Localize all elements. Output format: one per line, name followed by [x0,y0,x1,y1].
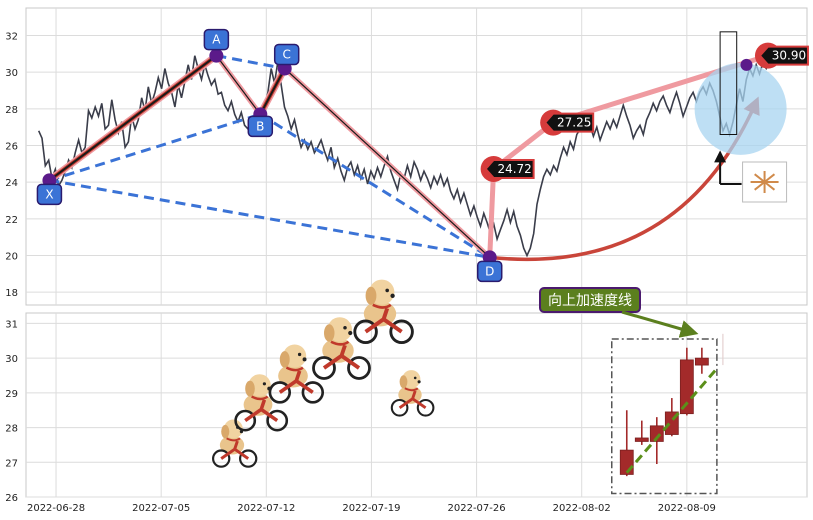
price-y-tick-label: 18 [5,288,18,299]
price-y-tick-label: 24 [5,178,18,189]
x-tick-label: 2022-07-05 [132,503,190,514]
pattern-label-A: A [212,33,221,47]
acceleration-trend-line [625,367,719,474]
pattern-label-B: B [256,119,264,133]
price-tag-label: 27.25 [557,116,591,130]
fireworks-spark [754,181,766,191]
pattern-leg-XA [48,54,217,182]
candlestick-panel: 2022-06-28 2022-07-05 2022-07-12 2022-07-19… [5,312,808,514]
candle-body [679,359,694,415]
pattern-dashed-line-AC [216,54,285,70]
x-tick-label: 2022-07-19 [342,503,400,514]
price-y-tick-label: 28 [5,105,18,116]
projection-path [487,53,769,258]
pattern-leg-BC [259,68,286,115]
price-series-line [37,55,774,258]
price-y-tick-label: 32 [5,32,18,43]
highlight-circle [694,62,787,155]
price-y-tick-label: 22 [5,215,18,226]
price-tag-label: 30.90 [772,49,806,63]
pattern-label-box-D [476,260,503,283]
x-tick-label: 2022-07-26 [448,503,506,514]
pattern-label-box-B [247,115,274,138]
candle-y-tick-label: 28 [5,424,18,435]
pattern-leg-CD [284,68,491,258]
fireworks-spark [763,181,776,191]
x-tick-label: 2022-06-28 [27,503,85,514]
acceleration-label-arrow [621,310,699,338]
acceleration-label: 向上加速度线 [548,293,632,309]
candle-body [649,425,664,442]
pattern-label-box-X [36,183,63,206]
pattern-point-A [209,48,224,63]
pattern-dashed-line-BD [259,113,491,259]
pattern-dashed-line-XD [49,178,490,259]
price-tag-label: 24.72 [497,162,531,176]
candle-y-tick-label: 29 [5,389,18,400]
price-tag-box [543,112,595,133]
candle-body [634,437,649,442]
fireworks-spark [754,173,766,183]
price-y-tick-label: 26 [5,142,18,153]
x-tick-label: 2022-07-12 [237,503,295,514]
range-box [719,31,738,135]
x-tick-label: 2022-08-02 [553,503,611,514]
price-tag-box [484,158,535,179]
candle-y-tick-label: 27 [5,458,18,469]
price-panel: 18 20 22 24 26 28 30 32 X A B C D 24.72 27.25 30.90 [5,7,809,306]
pattern-label-C: C [283,48,291,62]
price-tag-box [758,45,809,66]
price-y-tick-label: 30 [5,68,18,79]
pattern-label-box-A [203,28,230,51]
candle-plot-area [25,312,808,498]
pattern-label-X: X [45,187,53,201]
fireworks-spark [763,173,776,183]
candle-y-tick-label: 31 [5,319,18,330]
pattern-label-D: D [485,264,494,278]
x-tick-label: 2022-08-09 [658,503,716,514]
end-point-marker [740,58,753,71]
pattern-label-box-C [273,43,300,66]
overlay-annotations: 向上加速度线 [211,277,699,469]
candle-body [694,357,709,366]
acceleration-label-box [539,287,641,313]
price-plot-area [25,7,808,306]
candle-y-tick-label: 26 [5,493,18,504]
candle-highlight-frame [611,338,718,495]
pattern-dashed-line-XB [48,112,261,182]
pattern-leg-AB [215,55,261,115]
price-y-tick-label: 20 [5,252,18,263]
candle-y-tick-label: 30 [5,354,18,365]
